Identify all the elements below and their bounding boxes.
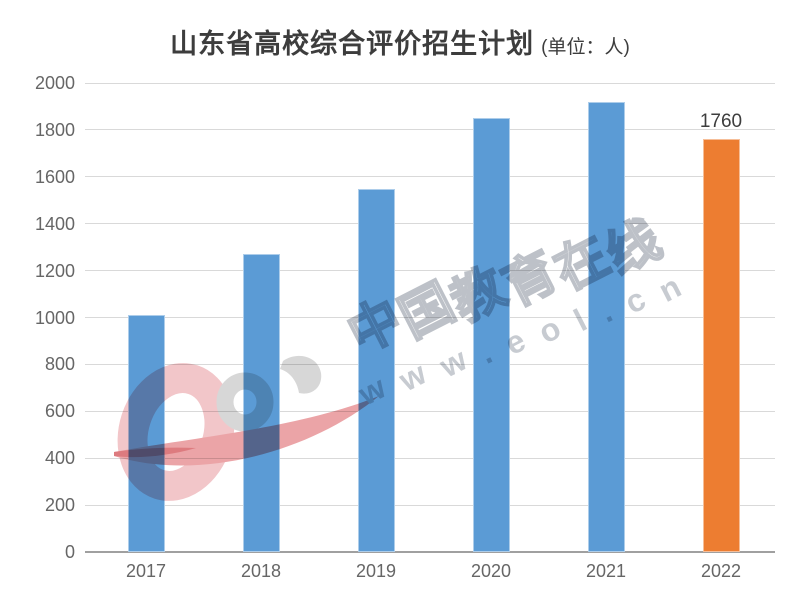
gridline (85, 504, 775, 506)
gridline (85, 223, 775, 225)
gridline (85, 270, 775, 272)
chart-title: 山东省高校综合评价招生计划 (170, 29, 535, 59)
y-tick-label: 600 (44, 401, 75, 422)
y-tick-label: 1400 (34, 213, 75, 234)
bar-2019 (357, 188, 395, 552)
y-tick-label: 0 (64, 542, 75, 562)
bar-2022 (702, 139, 740, 552)
bar-value-label: 1760 (699, 111, 743, 133)
y-tick-label: 1800 (34, 119, 75, 140)
y-tick-label: 1200 (34, 260, 75, 281)
y-tick-label: 400 (44, 448, 75, 469)
x-tick-label-2017: 2017 (125, 561, 167, 581)
x-tick-label-2019: 2019 (355, 561, 397, 581)
gridline (85, 82, 775, 84)
y-tick-label: 1600 (34, 166, 75, 187)
gridline (85, 129, 775, 131)
bar-2020 (472, 118, 510, 552)
y-tick-label: 200 (44, 495, 75, 516)
gridline (85, 457, 775, 459)
gridline (85, 363, 775, 365)
gridline (85, 176, 775, 178)
y-tick-label: 800 (44, 354, 75, 375)
chart-title-row: 山东省高校综合评价招生计划 (单位：人) (0, 22, 800, 61)
chart-unit-label: (单位：人) (541, 37, 630, 58)
x-tick-label-2022: 2022 (700, 561, 742, 581)
y-tick-label: 2000 (34, 73, 75, 93)
y-tick-label: 1000 (34, 307, 75, 328)
gridline (85, 317, 775, 318)
bar-2018 (242, 254, 280, 552)
bar-2021 (587, 101, 625, 552)
x-tick-label-2018: 2018 (240, 561, 282, 581)
x-tick-label-2020: 2020 (470, 561, 512, 581)
bar-2017 (127, 315, 165, 552)
x-tick-label-2021: 2021 (585, 561, 627, 581)
x-axis-line (85, 551, 775, 553)
gridline (85, 410, 775, 412)
